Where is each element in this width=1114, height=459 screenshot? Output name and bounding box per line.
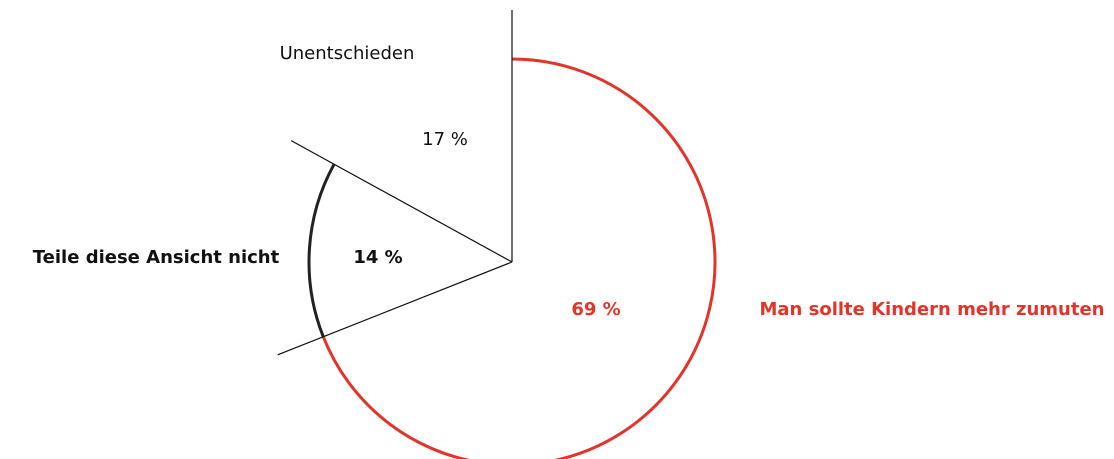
category-label: Teile diese Ansicht nicht — [33, 247, 280, 268]
value-label: 69 % — [571, 299, 620, 320]
pie-slice-arc — [321, 57, 717, 459]
slice-divider — [290, 140, 513, 263]
category-label: Unentschieden — [280, 43, 415, 64]
slice-divider — [277, 261, 513, 356]
value-label: 14 % — [353, 247, 402, 268]
pie-slice-arc — [307, 163, 336, 338]
category-label: Man sollte Kindern mehr zumuten — [759, 299, 1104, 320]
value-label: 17 % — [422, 129, 468, 150]
